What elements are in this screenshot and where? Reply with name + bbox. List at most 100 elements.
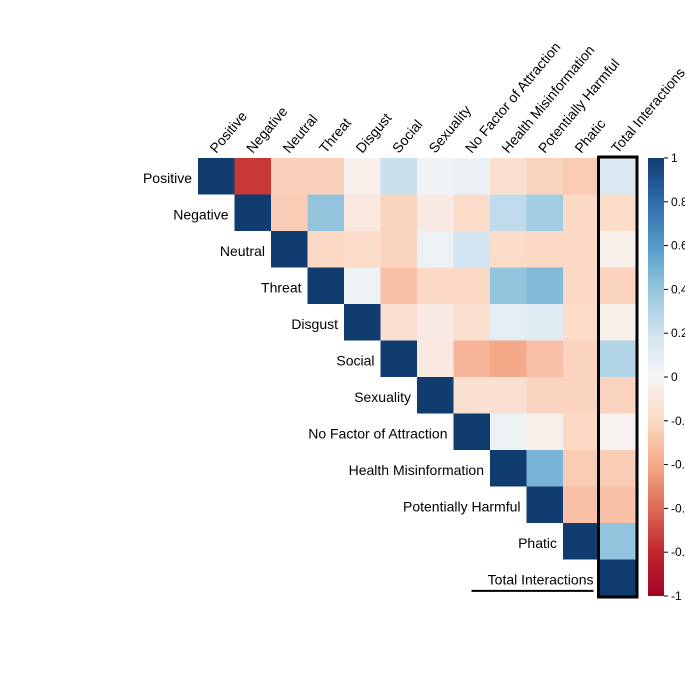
heatmap-cell <box>454 304 491 341</box>
heatmap-cell <box>381 304 418 341</box>
heatmap-cell <box>417 341 454 378</box>
heatmap-cell <box>344 158 381 195</box>
colorbar <box>648 158 664 596</box>
heatmap-cell <box>527 195 564 232</box>
heatmap-cell <box>527 268 564 305</box>
heatmap-cell <box>344 304 381 341</box>
heatmap-cell <box>417 377 454 414</box>
heatmap-cell <box>235 195 272 232</box>
column-label: Positive <box>206 108 250 156</box>
heatmap-cell <box>563 450 600 487</box>
heatmap-cell <box>527 304 564 341</box>
heatmap-cell <box>308 195 345 232</box>
row-label: Neutral <box>220 243 265 259</box>
heatmap-cell <box>454 268 491 305</box>
heatmap-cell <box>600 341 637 378</box>
heatmap-cell <box>344 231 381 268</box>
row-label: Health Misinformation <box>349 462 484 478</box>
heatmap-cell <box>344 195 381 232</box>
heatmap-cell <box>490 377 527 414</box>
heatmap-cell <box>454 158 491 195</box>
heatmap-cell <box>235 158 272 195</box>
heatmap-cell <box>454 377 491 414</box>
heatmap-cell <box>563 377 600 414</box>
heatmap-cell <box>563 487 600 524</box>
heatmap-cell <box>381 158 418 195</box>
row-label: Negative <box>173 206 228 222</box>
column-label: Phatic <box>571 116 608 156</box>
heatmap-cell <box>600 158 637 195</box>
row-label: Phatic <box>518 535 557 551</box>
colorbar-tick-label: 0.6 <box>671 239 685 253</box>
heatmap-cell <box>381 231 418 268</box>
heatmap-cell <box>271 195 308 232</box>
colorbar-tick-label: -1 <box>671 589 682 603</box>
heatmap-cell <box>271 231 308 268</box>
heatmap-cell <box>527 341 564 378</box>
heatmap-cell <box>490 304 527 341</box>
heatmap-cell <box>490 158 527 195</box>
heatmap-cell <box>600 195 637 232</box>
heatmap-cell <box>308 268 345 305</box>
row-label: Sexuality <box>354 389 411 405</box>
colorbar-tick-label: -0.8 <box>671 545 685 559</box>
heatmap-cell <box>600 450 637 487</box>
heatmap-cell <box>417 304 454 341</box>
column-label: Disgust <box>352 110 394 156</box>
heatmap-cell <box>417 268 454 305</box>
heatmap-cell <box>563 523 600 560</box>
heatmap-cell <box>490 231 527 268</box>
heatmap-svg: PositiveNegativeNeutralThreatDisgustSoci… <box>0 0 685 673</box>
heatmap-cell <box>454 341 491 378</box>
row-label: No Factor of Attraction <box>308 425 447 441</box>
colorbar-tick-label: -0.4 <box>671 458 685 472</box>
heatmap-cell <box>563 268 600 305</box>
colorbar-tick-label: 0.8 <box>671 195 685 209</box>
column-label: Total Interactions <box>608 65 685 156</box>
column-label: Threat <box>316 115 354 156</box>
heatmap-cell <box>527 231 564 268</box>
column-label: Social <box>389 116 426 156</box>
heatmap-cell <box>600 487 637 524</box>
heatmap-cell <box>527 414 564 451</box>
heatmap-cell <box>381 268 418 305</box>
heatmap-cell <box>563 158 600 195</box>
heatmap-cell <box>490 414 527 451</box>
heatmap-cell <box>563 341 600 378</box>
heatmap-cell <box>454 231 491 268</box>
row-label: Total Interactions <box>488 571 594 587</box>
row-label: Potentially Harmful <box>403 498 521 514</box>
heatmap-cell <box>308 231 345 268</box>
heatmap-cell <box>600 560 637 597</box>
heatmap-cell <box>490 195 527 232</box>
heatmap-cell <box>600 377 637 414</box>
heatmap-cell <box>271 158 308 195</box>
heatmap-cell <box>600 523 637 560</box>
heatmap-cell <box>563 304 600 341</box>
heatmap-cell <box>454 195 491 232</box>
heatmap-cell <box>417 158 454 195</box>
heatmap-cell <box>563 231 600 268</box>
heatmap-cell <box>600 414 637 451</box>
heatmap-cell <box>600 304 637 341</box>
heatmap-cell <box>490 341 527 378</box>
heatmap-cell <box>527 158 564 195</box>
heatmap-cell <box>308 158 345 195</box>
heatmap-cell <box>381 195 418 232</box>
heatmap-cell <box>454 414 491 451</box>
heatmap-cell <box>527 377 564 414</box>
heatmap-cell <box>344 268 381 305</box>
colorbar-tick-label: 0.2 <box>671 326 685 340</box>
row-label: Social <box>336 352 374 368</box>
heatmap-cell <box>563 414 600 451</box>
correlation-heatmap-figure: PositiveNegativeNeutralThreatDisgustSoci… <box>0 0 685 673</box>
heatmap-cell <box>563 195 600 232</box>
heatmap-cell <box>600 268 637 305</box>
heatmap-cell <box>198 158 235 195</box>
colorbar-tick-label: 0.4 <box>671 282 685 296</box>
heatmap-cell <box>381 341 418 378</box>
heatmap-cell <box>527 487 564 524</box>
colorbar-tick-label: 1 <box>671 151 678 165</box>
colorbar-tick-label: 0 <box>671 370 678 384</box>
heatmap-cell <box>527 450 564 487</box>
